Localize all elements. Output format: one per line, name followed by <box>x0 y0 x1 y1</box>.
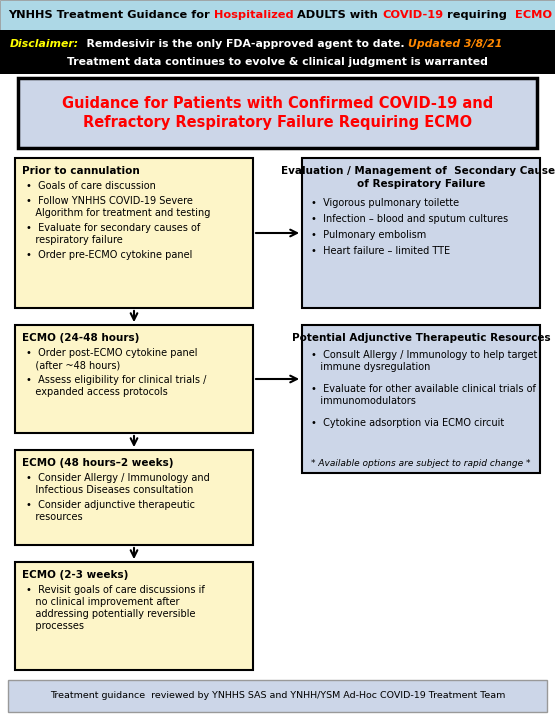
Text: Treatment data continues to evolve & clinical judgment is warranted: Treatment data continues to evolve & cli… <box>67 57 488 67</box>
Text: •  Goals of care discussion: • Goals of care discussion <box>26 181 156 191</box>
Text: Disclaimer:: Disclaimer: <box>10 39 79 49</box>
Text: •  Cytokine adsorption via ECMO circuit: • Cytokine adsorption via ECMO circuit <box>311 418 504 428</box>
FancyBboxPatch shape <box>0 0 555 30</box>
Text: respiratory failure: respiratory failure <box>26 235 123 245</box>
Text: •  Evaluate for secondary causes of: • Evaluate for secondary causes of <box>26 223 200 233</box>
FancyBboxPatch shape <box>8 680 547 712</box>
Text: Updated 3/8/21: Updated 3/8/21 <box>408 39 503 49</box>
Text: of Respiratory Failure: of Respiratory Failure <box>357 179 485 189</box>
Text: addressing potentially reversible: addressing potentially reversible <box>26 609 195 619</box>
Text: Algorithm for treatment and testing: Algorithm for treatment and testing <box>26 208 210 218</box>
Text: •  Infection – blood and sputum cultures: • Infection – blood and sputum cultures <box>311 214 508 224</box>
Text: ECMO (48 hours–2 weeks): ECMO (48 hours–2 weeks) <box>22 458 174 468</box>
Text: requiring: requiring <box>443 10 515 20</box>
Text: ADULTS with: ADULTS with <box>294 10 382 20</box>
Text: COVID-19: COVID-19 <box>382 10 443 20</box>
Text: •  Consult Allergy / Immunology to help target: • Consult Allergy / Immunology to help t… <box>311 350 537 360</box>
Text: expanded access protocols: expanded access protocols <box>26 387 168 397</box>
Text: processes: processes <box>26 621 84 631</box>
Text: Hospitalized: Hospitalized <box>214 10 294 20</box>
FancyBboxPatch shape <box>15 325 253 433</box>
Text: Evaluation / Management of  Secondary Causes: Evaluation / Management of Secondary Cau… <box>281 166 555 176</box>
Text: •  Pulmonary embolism: • Pulmonary embolism <box>311 230 426 240</box>
FancyBboxPatch shape <box>15 562 253 670</box>
FancyBboxPatch shape <box>15 158 253 308</box>
Text: •  Consider Allergy / Immunology and: • Consider Allergy / Immunology and <box>26 473 210 483</box>
Text: •  Heart failure – limited TTE: • Heart failure – limited TTE <box>311 246 450 256</box>
Text: •  Vigorous pulmonary toilette: • Vigorous pulmonary toilette <box>311 198 459 208</box>
Text: (after ~48 hours): (after ~48 hours) <box>26 360 120 370</box>
Text: ECMO (2-3 weeks): ECMO (2-3 weeks) <box>22 570 128 580</box>
FancyBboxPatch shape <box>18 78 537 148</box>
Text: Infectious Diseases consultation: Infectious Diseases consultation <box>26 485 193 495</box>
Text: •  Revisit goals of care discussions if: • Revisit goals of care discussions if <box>26 585 205 595</box>
Text: immune dysregulation: immune dysregulation <box>311 362 430 372</box>
Text: * Available options are subject to rapid change *: * Available options are subject to rapid… <box>311 459 531 468</box>
FancyBboxPatch shape <box>302 325 540 473</box>
Text: Prior to cannulation: Prior to cannulation <box>22 166 140 176</box>
FancyBboxPatch shape <box>0 30 555 74</box>
Text: Remdesivir is the only FDA-approved agent to date.: Remdesivir is the only FDA-approved agen… <box>79 39 408 49</box>
FancyBboxPatch shape <box>15 450 253 545</box>
Text: ECMO (24-48 hours): ECMO (24-48 hours) <box>22 333 139 343</box>
Text: Treatment guidance  reviewed by YNHHS SAS and YNHH/YSM Ad-Hoc COVID-19 Treatment: Treatment guidance reviewed by YNHHS SAS… <box>50 691 505 701</box>
Text: resources: resources <box>26 512 83 522</box>
FancyBboxPatch shape <box>302 158 540 308</box>
Text: Guidance for Patients with Confirmed COVID-19 and: Guidance for Patients with Confirmed COV… <box>62 96 493 111</box>
Text: ECMO: ECMO <box>515 10 552 20</box>
Text: Potential Adjunctive Therapeutic Resources: Potential Adjunctive Therapeutic Resourc… <box>292 333 551 343</box>
Text: immunomodulators: immunomodulators <box>311 396 416 406</box>
Text: •  Follow YNHHS COVID-19 Severe: • Follow YNHHS COVID-19 Severe <box>26 196 193 206</box>
Text: YNHHS Treatment Guidance for: YNHHS Treatment Guidance for <box>8 10 214 20</box>
Text: •  Consider adjunctive therapeutic: • Consider adjunctive therapeutic <box>26 500 195 510</box>
Text: •  Assess eligibility for clinical trials /: • Assess eligibility for clinical trials… <box>26 375 206 385</box>
Text: no clinical improvement after: no clinical improvement after <box>26 597 179 607</box>
Text: •  Order post-ECMO cytokine panel: • Order post-ECMO cytokine panel <box>26 348 198 358</box>
Text: Refractory Respiratory Failure Requiring ECMO: Refractory Respiratory Failure Requiring… <box>83 114 472 130</box>
Text: •  Order pre-ECMO cytokine panel: • Order pre-ECMO cytokine panel <box>26 250 193 260</box>
Text: •  Evaluate for other available clinical trials of: • Evaluate for other available clinical … <box>311 384 536 394</box>
